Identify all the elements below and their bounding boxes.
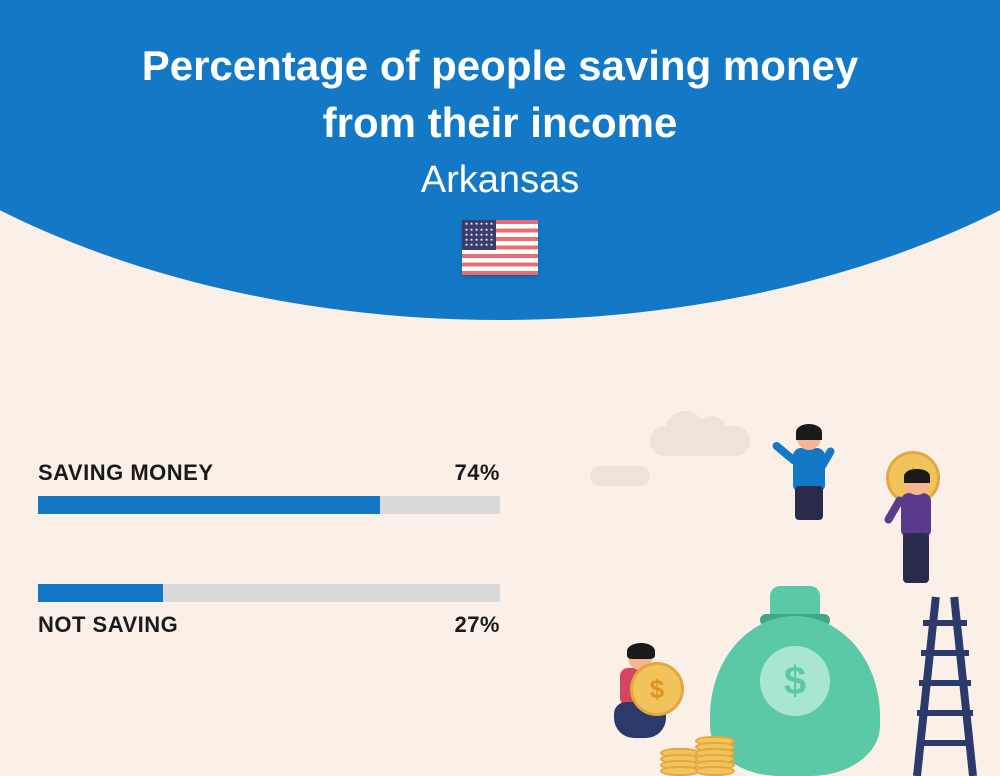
bar-fill xyxy=(38,584,163,602)
subtitle: Arkansas xyxy=(0,159,1000,202)
us-flag-icon: ★★★★★★★★★★★★★★★★★★★★★★★★★★★★★★ xyxy=(462,220,538,275)
cloud-icon xyxy=(590,466,650,486)
title-line1: Percentage of people saving money xyxy=(142,42,859,89)
bar-value: 74% xyxy=(454,460,500,486)
person-icon xyxy=(785,426,855,546)
coinstack-icon xyxy=(695,740,735,776)
person-icon xyxy=(895,471,955,611)
bar-label: NOT SAVING xyxy=(38,612,178,638)
header: Percentage of people saving money from t… xyxy=(0,0,1000,275)
flag-canton: ★★★★★★★★★★★★★★★★★★★★★★★★★★★★★★ xyxy=(462,220,496,250)
dollar-sign-icon: $ xyxy=(760,646,830,716)
bar-value: 27% xyxy=(454,612,500,638)
bar-saving-money: SAVING MONEY 74% xyxy=(38,460,500,514)
title: Percentage of people saving money from t… xyxy=(0,38,1000,151)
bars-section: SAVING MONEY 74% NOT SAVING 27% xyxy=(38,460,500,708)
coin-icon: $ xyxy=(630,662,684,716)
moneybag-icon: $ xyxy=(710,576,880,776)
bar-track xyxy=(38,496,500,514)
ladder-icon xyxy=(905,602,985,776)
illustration: $ $ $ xyxy=(590,416,990,776)
bar-label: SAVING MONEY xyxy=(38,460,214,486)
cloud-icon xyxy=(650,426,750,456)
bar-not-saving: NOT SAVING 27% xyxy=(38,584,500,638)
bar-fill xyxy=(38,496,380,514)
coinstack-icon xyxy=(660,752,700,776)
title-line2: from their income xyxy=(323,99,678,146)
bar-track xyxy=(38,584,500,602)
